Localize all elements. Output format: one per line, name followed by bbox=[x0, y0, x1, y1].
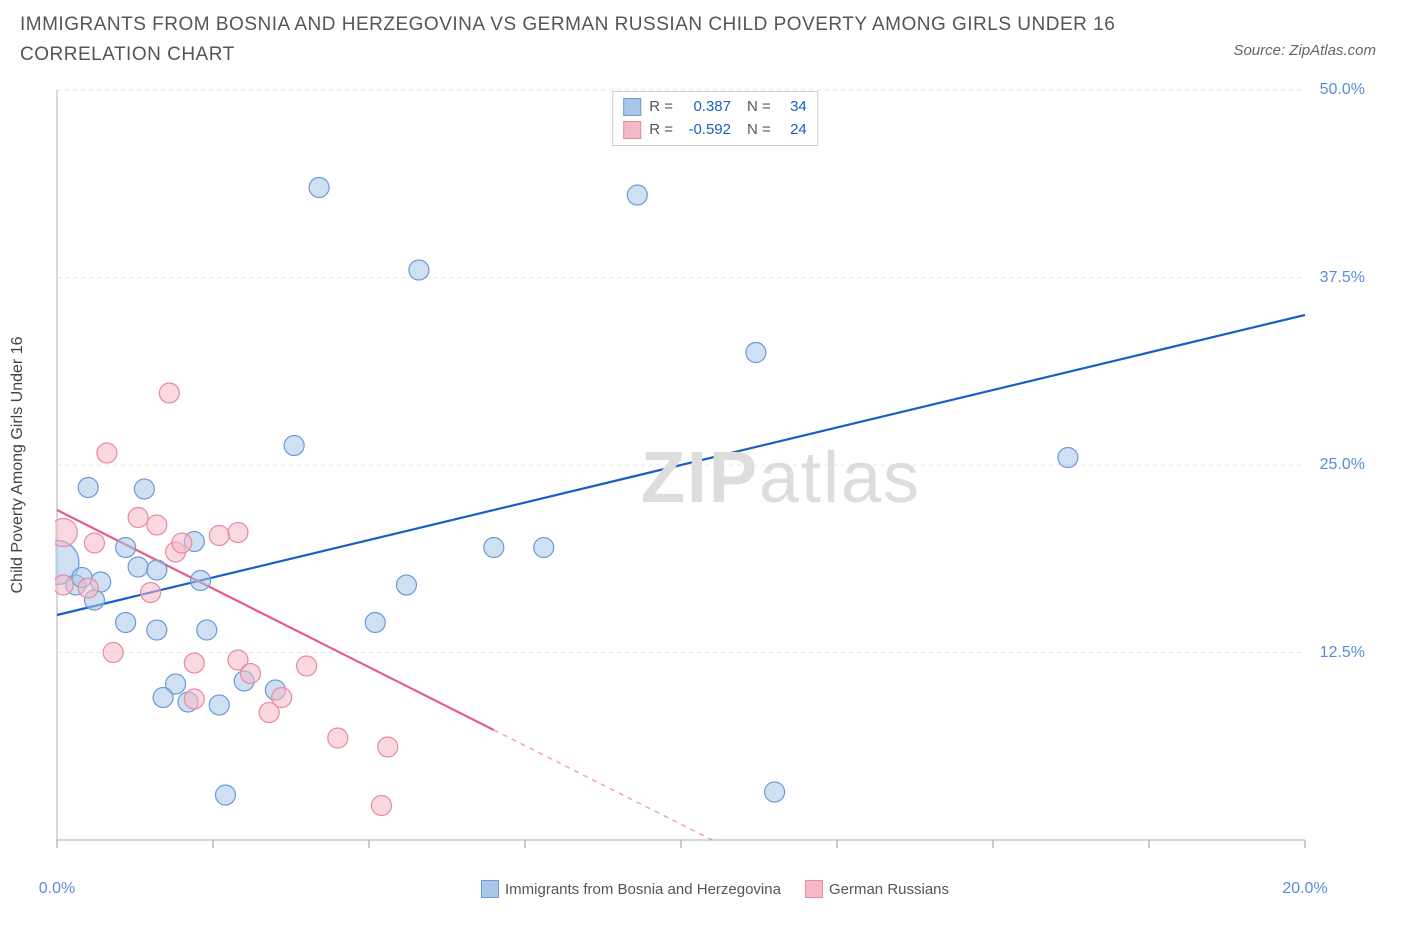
legend-swatch bbox=[623, 121, 641, 139]
legend-item: Immigrants from Bosnia and Herzegovina bbox=[481, 880, 781, 898]
chart-area: ZIPatlas R =0.387N =34R =-0.592N =24 Imm… bbox=[55, 88, 1375, 868]
n-value: 24 bbox=[779, 119, 807, 142]
stats-legend: R = 0.387 N = 34 R = -0.592 N = 24 bbox=[612, 91, 818, 146]
stats-legend-row: R = 0.387 N = 34 bbox=[623, 96, 807, 119]
y-tick-label: 12.5% bbox=[1320, 644, 1365, 662]
y-tick-label: 25.0% bbox=[1320, 456, 1365, 474]
source-attribution: Source: ZipAtlas.com bbox=[1233, 42, 1376, 59]
y-tick-label: 37.5% bbox=[1320, 269, 1365, 287]
n-label: N = bbox=[747, 96, 771, 119]
legend-swatch bbox=[623, 98, 641, 116]
legend-series-name: Immigrants from Bosnia and Herzegovina bbox=[505, 881, 781, 898]
chart-title: IMMIGRANTS FROM BOSNIA AND HERZEGOVINA V… bbox=[20, 10, 1140, 71]
x-tick-label: 20.0% bbox=[1282, 880, 1327, 898]
n-label: N = bbox=[747, 119, 771, 142]
scatter-plot-svg bbox=[55, 88, 1375, 868]
bottom-legend: Immigrants from Bosnia and Herzegovina Ge… bbox=[481, 880, 949, 898]
n-value: 34 bbox=[779, 96, 807, 119]
stats-legend-row: R = -0.592 N = 24 bbox=[623, 119, 807, 142]
legend-item: German Russians bbox=[805, 880, 949, 898]
x-tick-label: 0.0% bbox=[39, 880, 75, 898]
legend-swatch bbox=[481, 880, 499, 898]
y-axis-label: Child Poverty Among Girls Under 16 bbox=[9, 337, 27, 594]
r-label: R = bbox=[649, 96, 673, 119]
r-label: R = bbox=[649, 119, 673, 142]
legend-series-name: German Russians bbox=[829, 881, 949, 898]
y-tick-label: 50.0% bbox=[1320, 81, 1365, 99]
r-value: -0.592 bbox=[681, 119, 731, 142]
r-value: 0.387 bbox=[681, 96, 731, 119]
legend-swatch bbox=[805, 880, 823, 898]
